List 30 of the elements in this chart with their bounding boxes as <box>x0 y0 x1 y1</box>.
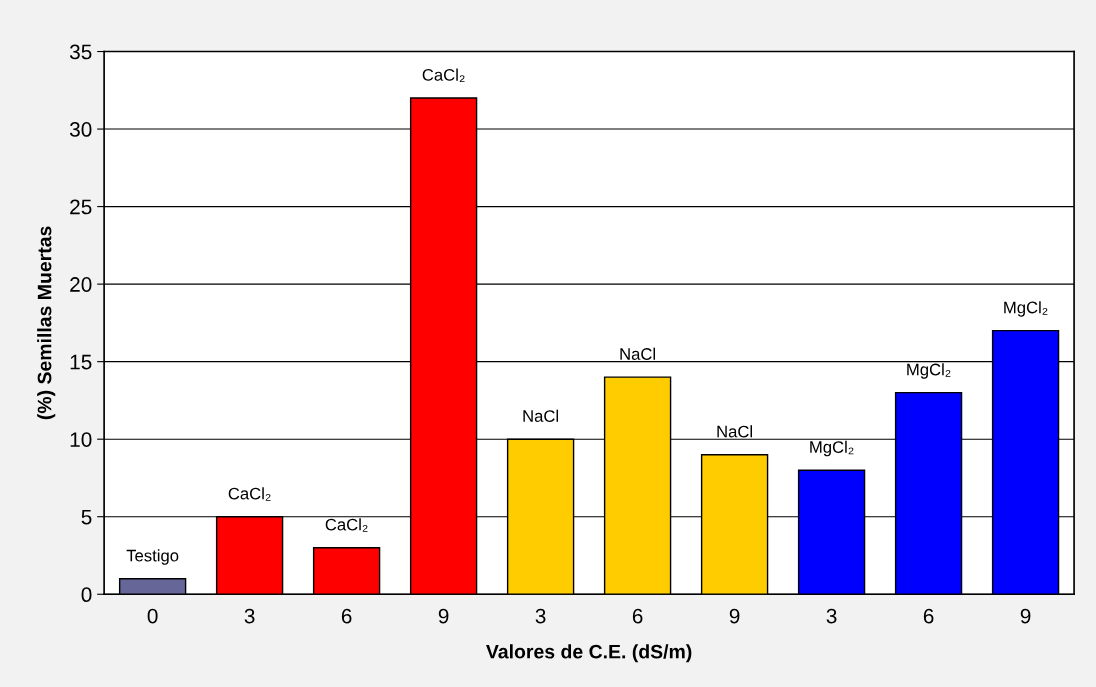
y-tick-label: 30 <box>69 122 92 137</box>
data-label: CaCl₂ <box>422 68 465 83</box>
x-tick-label: 6 <box>341 608 352 624</box>
x-tick-label: 3 <box>826 608 837 624</box>
data-label: MgCl₂ <box>810 440 854 457</box>
data-label: Testigo <box>126 549 179 565</box>
y-tick-label: 0 <box>81 587 92 603</box>
data-label: CaCl₂ <box>325 518 368 532</box>
x-tick-label: 9 <box>1020 608 1031 624</box>
y-tick-label: 20 <box>70 277 92 292</box>
y-tick-label: 25 <box>70 199 92 215</box>
y-tick-label: 10 <box>70 432 92 447</box>
x-tick-label: 6 <box>923 608 934 624</box>
y-tick-label: 15 <box>70 354 92 370</box>
data-label: MgCl₂ <box>1004 301 1048 317</box>
y-axis-title: (%) Semillas Muertas <box>37 226 56 420</box>
x-tick-label: 6 <box>632 608 643 624</box>
data-label: MgCl₂ <box>907 363 951 379</box>
x-tick-label: 3 <box>535 608 546 624</box>
data-label: CaCl₂ <box>228 487 271 501</box>
y-tick-label: 5 <box>81 509 92 525</box>
data-label: NaCl <box>620 347 656 360</box>
x-tick-label: 3 <box>244 608 255 624</box>
x-tick-label: 0 <box>147 608 158 624</box>
data-label: NaCl <box>523 409 559 422</box>
data-label: NaCl <box>717 425 752 438</box>
y-tick-label: 35 <box>69 44 92 60</box>
x-tick-label: 9 <box>729 608 740 624</box>
x-tick-label: 9 <box>438 608 449 624</box>
x-axis-title: Valores de C.E. (dS/m) <box>486 644 692 663</box>
